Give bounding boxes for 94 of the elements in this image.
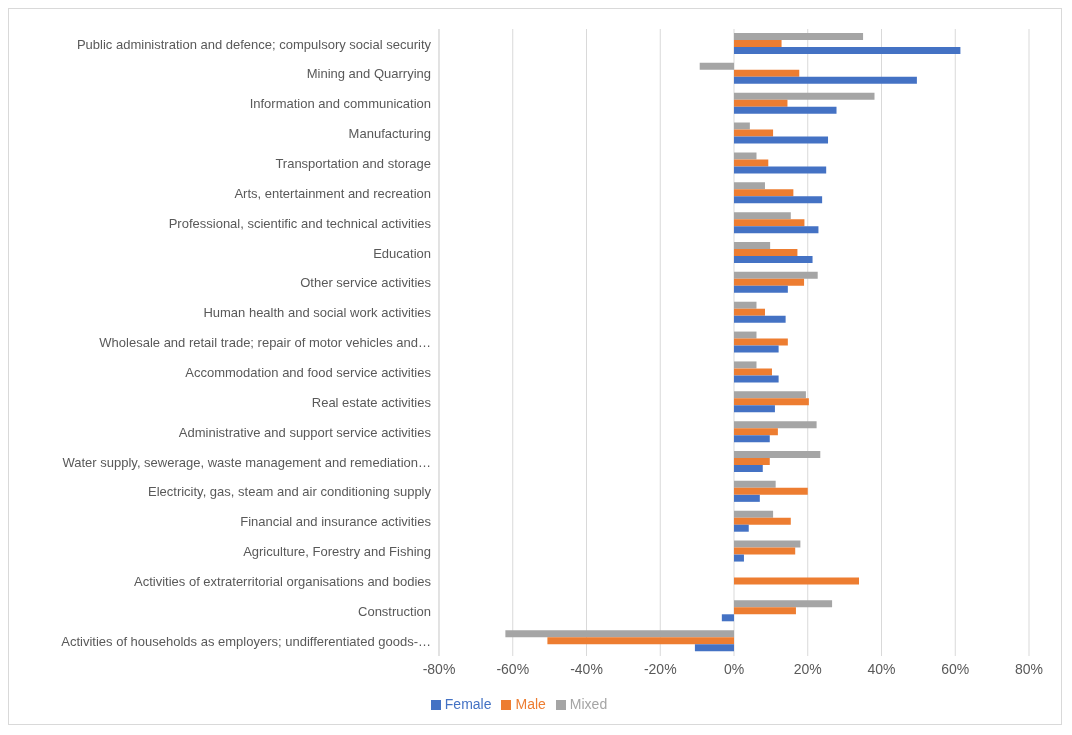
bar (734, 152, 757, 160)
y-tick-label: Real estate activities (311, 394, 432, 410)
y-tick-label: Administrative and support service activities (178, 424, 432, 440)
bar (505, 630, 734, 638)
bar (734, 451, 821, 458)
bar (734, 196, 823, 204)
x-tick-label: -20% (643, 660, 677, 677)
bar (734, 219, 805, 227)
y-tick-label: Arts, entertainment and recreation (234, 185, 431, 201)
bar (734, 76, 917, 84)
x-tick-label: 0% (723, 660, 745, 677)
bar (734, 69, 800, 77)
y-tick-label: Agriculture, Forestry and Fishing (243, 544, 431, 560)
bar (734, 106, 837, 114)
bar (734, 524, 749, 532)
bar (721, 614, 734, 622)
y-tick-label: Wholesale and retail trade; repair of motor vehicles and… (99, 335, 431, 351)
bar (734, 458, 770, 465)
y-tick-label: Other service activities (300, 275, 432, 291)
bar (734, 435, 770, 443)
x-tick-label: 20% (793, 660, 822, 677)
bar (734, 122, 750, 130)
bar (734, 510, 774, 518)
x-tick-label: 60% (941, 660, 970, 677)
y-tick-label: Human health and social work activities (203, 305, 432, 321)
y-tick-label: Professional, scientific and technical activities (168, 215, 432, 231)
y-tick-label: Construction (358, 603, 431, 619)
y-tick-label: Electricity, gas, steam and air conditioning supply (147, 484, 432, 500)
y-tick-label: Public administration and defence; compulsory social security (76, 36, 432, 52)
y-tick-label: Information and communication (249, 96, 431, 112)
bar (734, 517, 791, 525)
x-tick-label: 40% (867, 660, 896, 677)
bar (734, 480, 776, 488)
legend-label: Mixed (569, 696, 608, 712)
bar (734, 308, 765, 316)
bar (734, 554, 744, 562)
x-tick-label: 80% (1014, 660, 1044, 677)
y-tick-label: Education (373, 245, 431, 261)
y-tick-label: Transportation and storage (275, 155, 431, 171)
bar (734, 256, 813, 263)
bar (734, 249, 798, 256)
bar (699, 62, 734, 70)
y-tick-label: Accommodation and food service activities (185, 364, 432, 380)
bar (734, 278, 805, 286)
bar (734, 159, 769, 167)
bar (734, 494, 760, 502)
y-tick-label: Financial and insurance activities (240, 514, 432, 530)
bar (734, 368, 772, 376)
y-tick-label: Activities of extraterritorial organisations and bodies (134, 573, 432, 589)
bar (734, 338, 788, 346)
bar (734, 136, 829, 144)
bar (734, 577, 860, 585)
y-tick-label: Mining and Quarrying (306, 66, 431, 82)
bar (734, 271, 818, 279)
bar (734, 345, 779, 353)
bar (734, 465, 763, 472)
bar (734, 33, 864, 40)
y-tick-label: Manufacturing (348, 126, 431, 142)
bar (734, 212, 791, 220)
bar (734, 391, 806, 399)
bar (734, 540, 801, 548)
bar (734, 398, 809, 406)
bar (734, 99, 788, 107)
bar (734, 331, 757, 339)
bar (734, 242, 771, 249)
bar (734, 47, 961, 54)
bar (734, 428, 778, 436)
bar (734, 182, 765, 190)
bar (734, 40, 782, 47)
x-tick-label: -40% (570, 660, 603, 677)
x-tick-label: -80% (422, 660, 456, 677)
bar (734, 600, 833, 608)
bar (734, 547, 796, 555)
bar (734, 226, 819, 234)
bar (734, 375, 779, 383)
bar (547, 637, 734, 645)
y-tick-label: Activities of households as employers; undifferentiated goods-… (61, 633, 431, 649)
legend-label: Male (515, 696, 546, 712)
legend-label: Female (444, 696, 492, 712)
bar (734, 315, 786, 323)
bar (734, 301, 757, 309)
bar (734, 166, 827, 174)
bar (734, 421, 817, 429)
bar (734, 92, 875, 100)
bar (734, 189, 794, 197)
bar (734, 285, 788, 293)
bar (734, 129, 774, 137)
bar (734, 607, 796, 615)
y-tick-label: Water supply, sewerage, waste management and remediation… (62, 454, 431, 470)
bar (734, 405, 775, 413)
x-tick-label: -60% (496, 660, 530, 677)
bar (694, 644, 734, 652)
bar (734, 361, 757, 369)
bar (734, 487, 808, 495)
